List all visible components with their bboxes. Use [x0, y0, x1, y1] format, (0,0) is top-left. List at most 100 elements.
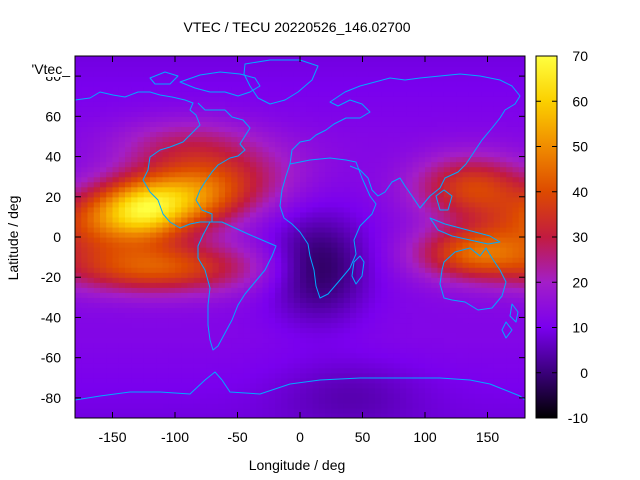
heatmap-cell	[268, 287, 276, 293]
heatmap-cell	[387, 382, 395, 389]
heatmap-cell	[393, 146, 401, 153]
heatmap-cell	[337, 146, 345, 153]
heatmap-cell	[462, 312, 470, 319]
heatmap-cell	[125, 327, 132, 334]
heatmap-cell	[168, 201, 176, 208]
heatmap-cell	[412, 302, 420, 308]
heatmap-cell	[431, 237, 439, 243]
heatmap-cell	[481, 392, 489, 399]
heatmap-cell	[125, 226, 132, 233]
heatmap-cell	[250, 176, 257, 183]
heatmap-cell	[168, 76, 176, 82]
heatmap-cell	[337, 297, 345, 303]
heatmap-cell	[168, 242, 176, 248]
heatmap-cell	[200, 116, 207, 122]
heatmap-cell	[118, 362, 126, 369]
heatmap-cell	[93, 287, 101, 293]
heatmap-cell	[287, 312, 295, 319]
heatmap-cell	[443, 191, 451, 198]
heatmap-cell	[318, 257, 326, 263]
heatmap-cell	[331, 327, 339, 334]
heatmap-cell	[168, 146, 176, 153]
heatmap-cell	[262, 402, 270, 409]
heatmap-cell	[475, 141, 482, 148]
heatmap-cell	[118, 206, 126, 213]
heatmap-cell	[106, 141, 114, 148]
heatmap-cell	[343, 282, 351, 288]
heatmap-cell	[487, 332, 495, 339]
heatmap-cell	[250, 66, 257, 72]
heatmap-cell	[350, 226, 357, 233]
heatmap-cell	[212, 252, 220, 258]
heatmap-cell	[418, 297, 426, 303]
heatmap-cell	[137, 106, 145, 112]
heatmap-cell	[356, 136, 364, 143]
heatmap-cell	[75, 327, 82, 334]
heatmap-cell	[356, 121, 364, 127]
heatmap-cell	[350, 412, 357, 418]
heatmap-cell	[431, 247, 439, 253]
heatmap-cell	[375, 332, 382, 339]
heatmap-cell	[256, 186, 264, 193]
heatmap-cell	[325, 116, 332, 122]
heatmap-cell	[137, 267, 145, 273]
heatmap-cell	[443, 317, 451, 324]
heatmap-cell	[168, 116, 176, 122]
heatmap-cell	[331, 161, 339, 168]
heatmap-cell	[318, 121, 326, 127]
heatmap-cell	[250, 231, 257, 238]
heatmap-cell	[187, 322, 195, 329]
heatmap-cell	[243, 216, 251, 223]
heatmap-cell	[350, 347, 357, 354]
heatmap-cell	[125, 402, 132, 409]
heatmap-cell	[150, 121, 157, 127]
heatmap-cell	[406, 136, 414, 143]
heatmap-cell	[131, 216, 139, 223]
heatmap-cell	[312, 357, 320, 364]
heatmap-cell	[168, 357, 176, 364]
heatmap-cell	[131, 201, 139, 208]
heatmap-cell	[462, 392, 470, 399]
heatmap-cell	[481, 141, 489, 148]
heatmap-cell	[87, 287, 95, 293]
heatmap-cell	[468, 116, 476, 122]
heatmap-cell	[281, 126, 289, 133]
heatmap-cell	[118, 242, 126, 248]
heatmap-cell	[262, 111, 270, 117]
heatmap-cell	[168, 367, 176, 374]
heatmap-cell	[218, 136, 226, 143]
heatmap-cell	[325, 151, 332, 158]
heatmap-cell	[425, 252, 432, 258]
heatmap-cell	[375, 397, 382, 404]
heatmap-cell	[150, 81, 157, 87]
heatmap-cell	[293, 111, 301, 117]
heatmap-cell	[181, 302, 189, 308]
heatmap-cell	[331, 242, 339, 248]
heatmap-cell	[137, 387, 145, 394]
heatmap-cell	[131, 287, 139, 293]
heatmap-cell	[168, 191, 176, 198]
heatmap-cell	[162, 201, 170, 208]
heatmap-cell	[137, 56, 145, 62]
heatmap-cell	[393, 287, 401, 293]
heatmap-cell	[81, 156, 89, 163]
heatmap-cell	[400, 91, 407, 97]
heatmap-cell	[218, 101, 226, 107]
heatmap-cell	[106, 186, 114, 193]
heatmap-cell	[100, 267, 107, 273]
heatmap-cell	[200, 242, 207, 248]
heatmap-cell	[81, 252, 89, 258]
heatmap-cell	[312, 242, 320, 248]
heatmap-cell	[181, 292, 189, 298]
heatmap-cell	[487, 81, 495, 87]
heatmap-cell	[156, 116, 164, 122]
heatmap-cell	[443, 176, 451, 183]
heatmap-cell	[325, 106, 332, 112]
heatmap-cell	[331, 221, 339, 228]
heatmap-cell	[156, 377, 164, 384]
heatmap-cell	[350, 216, 357, 223]
heatmap-cell	[475, 231, 482, 238]
heatmap-cell	[350, 367, 357, 374]
heatmap-cell	[212, 282, 220, 288]
heatmap-cell	[112, 362, 120, 369]
